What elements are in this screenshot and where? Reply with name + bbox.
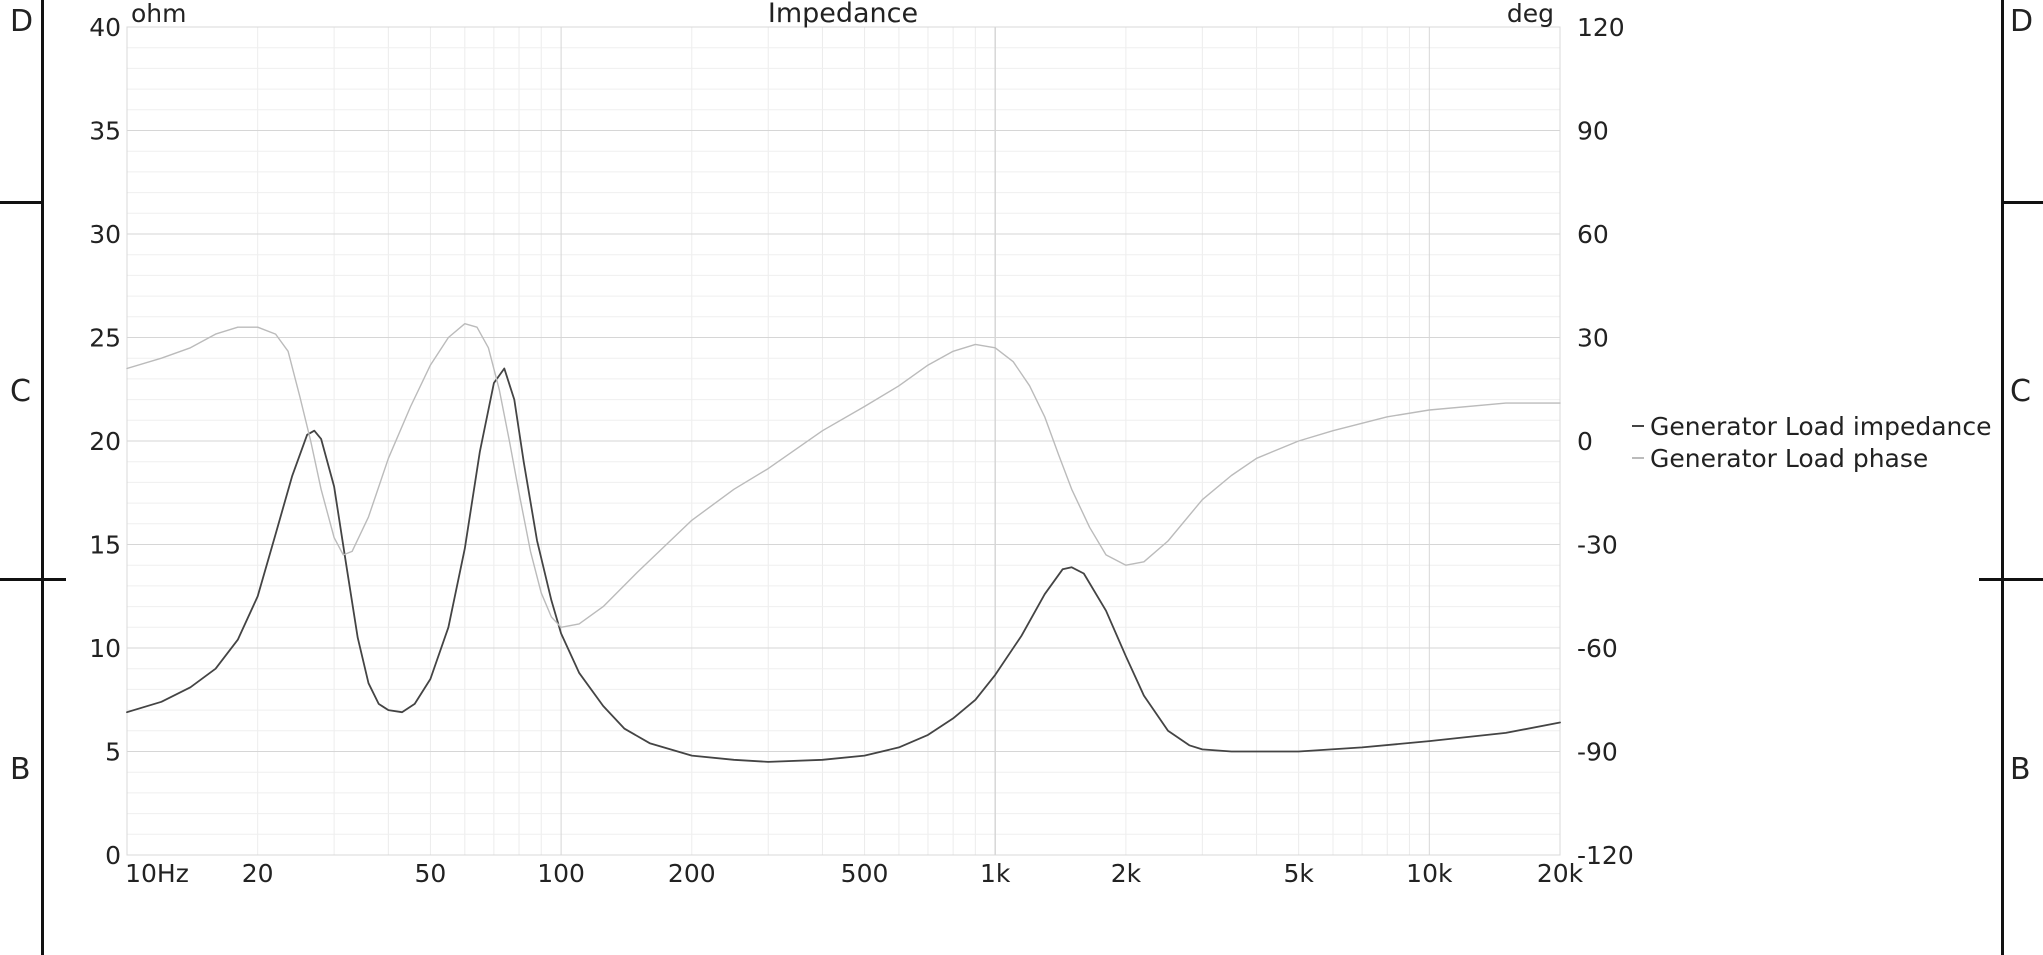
tick-labels: 10Hz 20 50 100 200 500 1k 2k 5k 10k 20k 0 5 10 15 20 25 3…	[89, 13, 1634, 888]
legend-label-impedance: Generator Load impedance	[1650, 411, 1992, 441]
series-group	[126, 323, 1561, 763]
series-line-phase	[126, 323, 1561, 628]
y-left-tick-label: 20	[89, 427, 121, 456]
y-left-tick-label: 5	[105, 738, 121, 767]
frame-zone-top-left: D	[10, 4, 34, 39]
frame-right-tick-bottom	[1979, 578, 2043, 581]
y-right-tick-label: -120	[1577, 841, 1634, 870]
x-tick-label: 2k	[1111, 859, 1142, 888]
legend-swatch-phase	[1632, 457, 1644, 459]
frame-left-tick-bottom	[0, 578, 66, 581]
frame-right-tick-top	[2003, 201, 2043, 204]
legend-swatch-impedance	[1632, 425, 1644, 427]
y-right-tick-label: 60	[1577, 220, 1609, 249]
x-tick-label: 20	[242, 859, 274, 888]
frame-zone-top-right: D	[2010, 4, 2034, 39]
legend-item-phase: Generator Load phase	[1632, 442, 1992, 474]
x-tick-label: 10k	[1406, 859, 1453, 888]
y-right-tick-label: 0	[1577, 427, 1593, 456]
y-left-tick-label: 30	[89, 220, 121, 249]
plot-border	[126, 26, 1561, 856]
frame-left-edge	[41, 0, 44, 955]
frame-left-tick-top	[0, 201, 42, 204]
y-left-tick-label: 40	[89, 13, 121, 42]
y-left-tick-label: 10	[89, 634, 121, 663]
legend-label-phase: Generator Load phase	[1650, 443, 1929, 473]
y-left-tick-label: 15	[89, 531, 121, 560]
x-tick-label: 10Hz	[125, 859, 189, 888]
x-tick-label: 100	[537, 859, 585, 888]
legend: Generator Load impedance Generator Load …	[1632, 410, 1992, 474]
x-tick-label: 5k	[1283, 859, 1314, 888]
x-tick-label: 20k	[1537, 859, 1584, 888]
y-axis-left-unit: ohm	[131, 0, 187, 28]
chart-title: Impedance	[768, 0, 918, 29]
x-tick-label: 200	[668, 859, 716, 888]
y-right-tick-label: -60	[1577, 634, 1618, 663]
y-right-tick-label: 90	[1577, 117, 1609, 146]
y-right-tick-label: -90	[1577, 738, 1618, 767]
y-right-tick-label: 120	[1577, 13, 1625, 42]
y-right-tick-label: 30	[1577, 324, 1609, 353]
frame-zone-mid-left: C	[10, 374, 31, 409]
y-axis-right-unit: deg	[1507, 0, 1554, 28]
legend-item-impedance: Generator Load impedance	[1632, 410, 1992, 442]
y-right-tick-label: -30	[1577, 531, 1618, 560]
frame-zone-bottom-left: B	[10, 752, 31, 787]
frame-right-edge	[2001, 0, 2004, 955]
series-line-impedance	[126, 367, 1561, 763]
x-tick-label: 50	[415, 859, 447, 888]
frame-zone-mid-right: C	[2010, 374, 2031, 409]
y-left-tick-label: 35	[89, 117, 121, 146]
x-tick-label: 500	[841, 859, 889, 888]
frame-zone-bottom-right: B	[2010, 752, 2031, 787]
y-left-tick-label: 0	[105, 841, 121, 870]
x-tick-label: 1k	[980, 859, 1011, 888]
y-left-tick-label: 25	[89, 324, 121, 353]
